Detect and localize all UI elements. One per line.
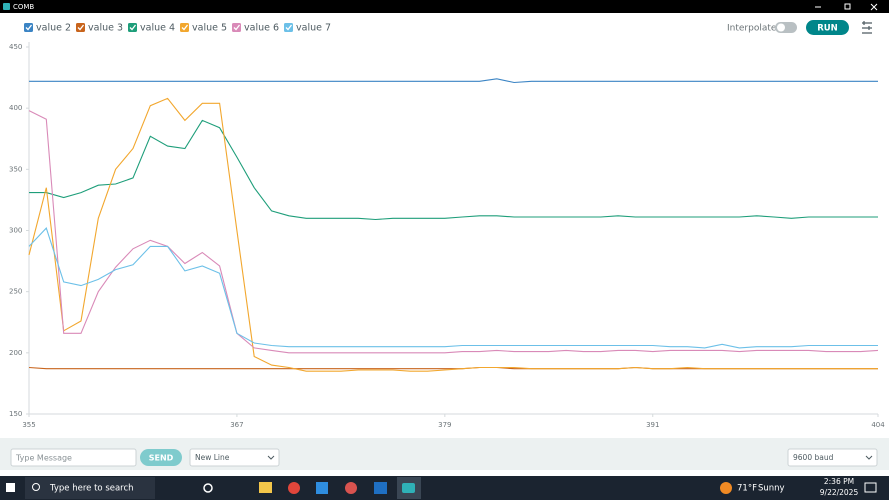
message-placeholder: Type Message (15, 454, 72, 463)
y-tick-label: 150 (9, 410, 22, 418)
series-line (29, 119, 878, 221)
legend-checkbox[interactable] (284, 23, 293, 32)
app-browser[interactable] (345, 482, 357, 494)
interpolate-label: Interpolate (727, 24, 777, 34)
baud-label: 9600 baud (793, 453, 834, 462)
legend-checkbox[interactable] (180, 23, 189, 32)
app-chrome[interactable] (288, 482, 300, 494)
window-title: COMB (13, 3, 34, 11)
run-label: RUN (817, 24, 838, 34)
y-tick-label: 400 (9, 104, 22, 112)
send-label: SEND (149, 454, 174, 463)
checkmark (181, 24, 189, 31)
app-explorer[interactable] (259, 482, 272, 493)
send-button[interactable] (140, 449, 182, 466)
y-tick-label: 300 (9, 227, 22, 235)
chevron (267, 455, 275, 460)
y-tick-label: 200 (9, 349, 22, 357)
checkmark (77, 24, 85, 31)
legend-checkbox[interactable] (24, 23, 33, 32)
settings-icon[interactable] (862, 21, 872, 34)
run-button[interactable] (806, 20, 849, 35)
app-icon (3, 3, 10, 10)
task-view[interactable] (203, 483, 213, 493)
series-line (28, 227, 878, 349)
restore[interactable] (844, 3, 851, 10)
app-vscode[interactable] (316, 482, 328, 494)
search-text: Type here to search (49, 484, 134, 494)
baud-select[interactable] (787, 448, 878, 467)
legend-checkbox[interactable] (76, 23, 85, 32)
x-tick-label: 404 (871, 421, 885, 429)
legend-label: value 4 (140, 23, 175, 34)
weather-icon (720, 482, 732, 494)
legend-label: value 7 (296, 23, 331, 34)
legend-label: value 2 (36, 23, 71, 34)
x-tick-label: 379 (438, 421, 451, 429)
toggle-knob (777, 23, 785, 32)
temperature: 71°F (737, 484, 757, 494)
search-box[interactable] (25, 477, 155, 499)
checkmark (233, 24, 241, 31)
line-ending-select[interactable] (189, 448, 280, 467)
notifications[interactable] (864, 482, 877, 493)
series-line (28, 110, 879, 354)
clock-date: 9/22/2025 (820, 488, 859, 497)
legend-label: value 5 (192, 23, 227, 34)
line-ending-label: New Line (195, 453, 230, 462)
chevron (865, 455, 873, 460)
start-button[interactable] (6, 483, 15, 492)
checkmark (285, 24, 293, 31)
legend-checkbox[interactable] (232, 23, 241, 32)
legend-label: value 3 (88, 23, 123, 34)
close[interactable] (870, 3, 878, 11)
y-tick-label: 250 (9, 288, 22, 296)
y-tick-label: 350 (9, 165, 22, 173)
weather: Sunny (758, 484, 785, 494)
series-line (28, 97, 878, 372)
legend-checkbox[interactable] (128, 23, 137, 32)
legend-label: value 6 (244, 23, 279, 34)
app-outlook[interactable] (374, 482, 387, 494)
clock-time: 2:36 PM (824, 477, 854, 486)
x-tick-label: 391 (646, 421, 659, 429)
app-arduino (402, 483, 415, 493)
y-tick-label: 450 (9, 43, 22, 51)
message-input[interactable] (10, 448, 137, 467)
x-tick-label: 367 (230, 421, 243, 429)
search-icon (32, 483, 40, 491)
title-bar (0, 0, 889, 13)
checkmark (25, 24, 33, 31)
series-line (29, 78, 878, 84)
x-tick-label: 355 (22, 421, 35, 429)
checkmark (129, 24, 137, 31)
